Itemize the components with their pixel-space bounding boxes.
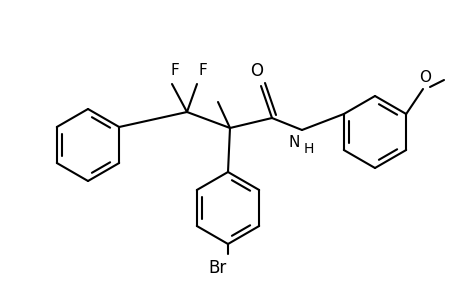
Text: Br: Br — [208, 259, 227, 277]
Text: O: O — [418, 70, 430, 85]
Text: F: F — [170, 63, 179, 78]
Text: F: F — [198, 63, 207, 78]
Text: H: H — [303, 142, 313, 156]
Text: O: O — [250, 62, 263, 80]
Text: N: N — [288, 135, 299, 150]
